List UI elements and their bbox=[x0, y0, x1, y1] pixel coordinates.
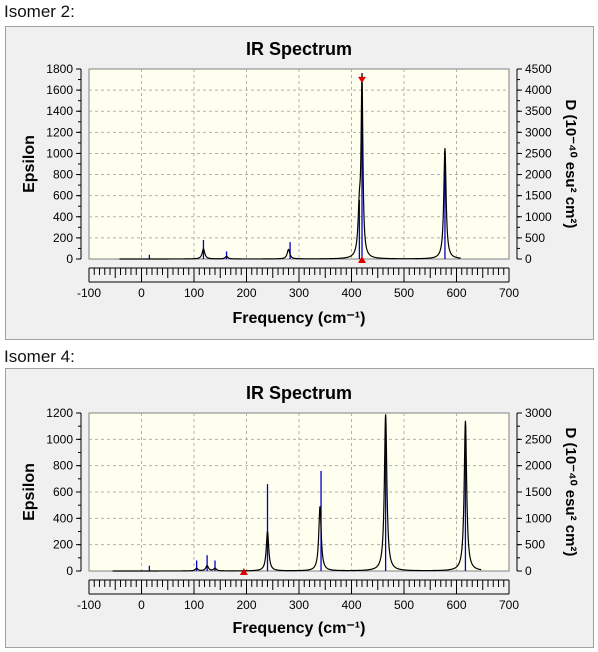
x-tick-label: 100 bbox=[184, 286, 204, 300]
y-axis-label: Epsilon bbox=[21, 463, 38, 521]
x-tick-label: -100 bbox=[77, 598, 101, 612]
y2-tick-label: 2500 bbox=[525, 432, 552, 446]
y-tick-label: 600 bbox=[53, 485, 73, 499]
x-tick-label: 700 bbox=[499, 286, 519, 300]
peak-marker-top bbox=[358, 76, 366, 83]
y2-axis-label: D (10⁻⁴⁰ esu² cm²) bbox=[562, 428, 579, 557]
isomer-4-label: Isomer 4: bbox=[4, 347, 75, 366]
y2-tick-label: 0 bbox=[525, 252, 532, 266]
y2-tick-label: 4000 bbox=[525, 83, 552, 97]
y-tick-label: 800 bbox=[53, 459, 73, 473]
y2-tick-label: 500 bbox=[525, 538, 545, 552]
y-tick-label: 1200 bbox=[46, 406, 73, 420]
y-tick-label: 0 bbox=[66, 252, 73, 266]
y-tick-label: 1600 bbox=[46, 83, 73, 97]
x-tick-label: 200 bbox=[236, 286, 256, 300]
chart-title: IR Spectrum bbox=[246, 383, 352, 403]
x-tick-label: 500 bbox=[394, 598, 414, 612]
spectrum-curve bbox=[119, 73, 461, 260]
x-tick-label: 200 bbox=[236, 598, 256, 612]
spectrum-curve bbox=[112, 414, 482, 572]
x-tick-label: 0 bbox=[138, 598, 145, 612]
peak-marker-bottom bbox=[239, 568, 248, 575]
y-tick-label: 0 bbox=[66, 564, 73, 578]
x-tick-label: 500 bbox=[394, 286, 414, 300]
x-tick-label: 700 bbox=[499, 598, 519, 612]
x-tick-label: 100 bbox=[184, 598, 204, 612]
chart-panel-isomer-2: IR Spectrum 0 200 400 600 800 1000 1200 1400 1600… bbox=[5, 26, 594, 340]
x-tick-label: 600 bbox=[446, 598, 466, 612]
chart-title: IR Spectrum bbox=[246, 39, 352, 59]
ir-spectrum-chart-isomer-2: IR Spectrum02004006008001000120014001600… bbox=[21, 39, 579, 327]
y-tick-label: 1800 bbox=[46, 62, 73, 76]
y-tick-label: 200 bbox=[53, 538, 73, 552]
isomer-2-label: Isomer 2: bbox=[4, 2, 75, 21]
y-tick-label: 600 bbox=[53, 189, 73, 203]
y-tick-label: 400 bbox=[53, 511, 73, 525]
chart-panel-isomer-4: IR Spectrum 0 200 400 600 800 1000 1200 0 500 1000… bbox=[5, 368, 594, 648]
y2-axis-label: D (10⁻⁴⁰ esu² cm²) bbox=[562, 100, 579, 229]
y2-tick-label: 3000 bbox=[525, 125, 552, 139]
x-tick-label: 300 bbox=[289, 286, 309, 300]
x-axis-label: Frequency (cm⁻¹) bbox=[233, 310, 366, 327]
y2-tick-label: 3000 bbox=[525, 406, 552, 420]
x-tick-label: 300 bbox=[289, 598, 309, 612]
y2-tick-label: 1000 bbox=[525, 511, 552, 525]
x-tick-label: 400 bbox=[341, 598, 361, 612]
x-tick-label: 400 bbox=[341, 286, 361, 300]
peak-marker-bottom bbox=[358, 256, 366, 263]
y2-tick-label: 2000 bbox=[525, 459, 552, 473]
y2-tick-label: 1000 bbox=[525, 210, 552, 224]
y-axis-label: Epsilon bbox=[21, 135, 38, 193]
x-tick-label: -100 bbox=[77, 286, 101, 300]
y-tick-label: 200 bbox=[53, 231, 73, 245]
y-tick-label: 1000 bbox=[46, 146, 73, 160]
y2-tick-label: 3500 bbox=[525, 104, 552, 118]
x-tick-label: 600 bbox=[446, 286, 466, 300]
y2-tick-label: 1500 bbox=[525, 485, 552, 499]
ir-spectrum-chart-isomer-4: IR Spectrum02004006008001000120005001000… bbox=[21, 383, 579, 637]
y-tick-label: 800 bbox=[53, 168, 73, 182]
y-tick-label: 1000 bbox=[46, 432, 73, 446]
y2-tick-label: 1500 bbox=[525, 189, 552, 203]
x-axis-label: Frequency (cm⁻¹) bbox=[233, 620, 366, 637]
y2-tick-label: 0 bbox=[525, 564, 532, 578]
y-tick-label: 1200 bbox=[46, 125, 73, 139]
y2-tick-label: 500 bbox=[525, 231, 545, 245]
y-tick-label: 400 bbox=[53, 210, 73, 224]
y-tick-label: 1400 bbox=[46, 104, 73, 118]
y2-tick-label: 4500 bbox=[525, 62, 552, 76]
y2-tick-label: 2000 bbox=[525, 168, 552, 182]
x-tick-label: 0 bbox=[138, 286, 145, 300]
y2-tick-label: 2500 bbox=[525, 146, 552, 160]
